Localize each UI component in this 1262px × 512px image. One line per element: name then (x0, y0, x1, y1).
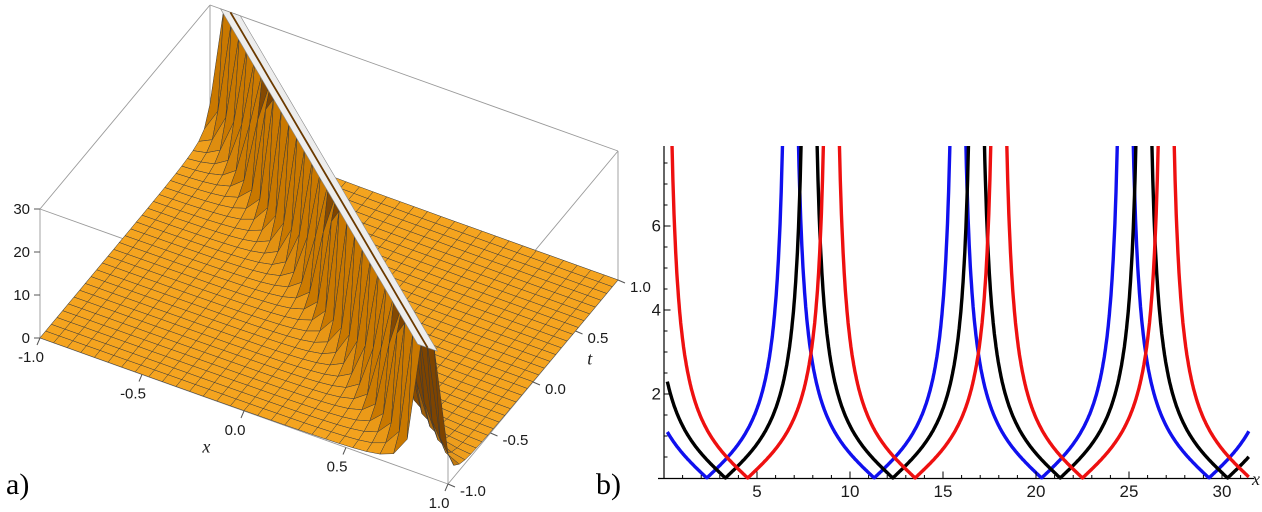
x-tick-label: -0.5 (120, 386, 146, 403)
x-tick-label: 5 (752, 482, 761, 501)
curve-black (665, 146, 1251, 480)
ridge-top-line (229, 11, 429, 349)
panel-a-letter: a) (6, 468, 30, 501)
t-tick (532, 381, 541, 386)
x-tick (36, 337, 41, 346)
t-tick (575, 330, 583, 335)
axis-ticks (34, 208, 626, 492)
panel-b-letter: b) (596, 468, 621, 501)
z-tick-label: 20 (13, 244, 30, 261)
curve-red (670, 146, 1250, 480)
y-tick-label: 6 (652, 217, 661, 236)
panel-b-plot: 5 10 15 20 25 30 2 4 6 x (652, 146, 1260, 501)
tick-marks (664, 162, 1242, 479)
x-tick (444, 483, 449, 492)
t-tick-label: -1.0 (460, 483, 486, 500)
t-tick-label: 1.0 (630, 279, 651, 296)
z-tick-label: 10 (13, 287, 30, 304)
x-tick-label: 25 (1120, 482, 1139, 501)
t-tick (447, 483, 456, 488)
box-edge (209, 4, 619, 152)
curve-blue (665, 146, 1251, 480)
x-tick-label: 0.0 (225, 422, 246, 439)
y-tick-label: 2 (652, 385, 661, 404)
t-tick-label: -0.5 (503, 432, 529, 449)
x-axis-label: x (1251, 469, 1260, 489)
x-tick-label: 1.0 (429, 495, 450, 512)
y-tick-label: 4 (652, 301, 661, 320)
x-tick-label: -1.0 (18, 349, 44, 366)
t-tick-label: 0.5 (588, 330, 609, 347)
z-tick-label: 30 (13, 201, 30, 218)
box-edge (39, 4, 211, 210)
x-tick-label: 10 (841, 482, 860, 501)
x-tick (138, 374, 143, 382)
x-tick-label: 0.5 (327, 459, 348, 476)
x-tick (240, 410, 245, 419)
panel-a-plot: -1.0 -0.5 0.0 0.5 1.0 -1.0 -0.5 0.0 0.5 1.0 0 10 20 3… (13, 4, 651, 512)
x-tick-label: 20 (1027, 482, 1046, 501)
z-tick-label: 0 (22, 330, 30, 347)
t-tick (617, 279, 626, 284)
x-tick-label: 15 (934, 482, 953, 501)
x-tick-label: 30 (1213, 482, 1232, 501)
surface-cell (434, 349, 454, 466)
t-tick (490, 432, 498, 437)
x-tick (342, 447, 347, 455)
x-axis-label: x (201, 436, 210, 456)
t-tick-label: 0.0 (545, 381, 566, 398)
curves (665, 146, 1251, 480)
t-axis-label: t (587, 349, 593, 369)
